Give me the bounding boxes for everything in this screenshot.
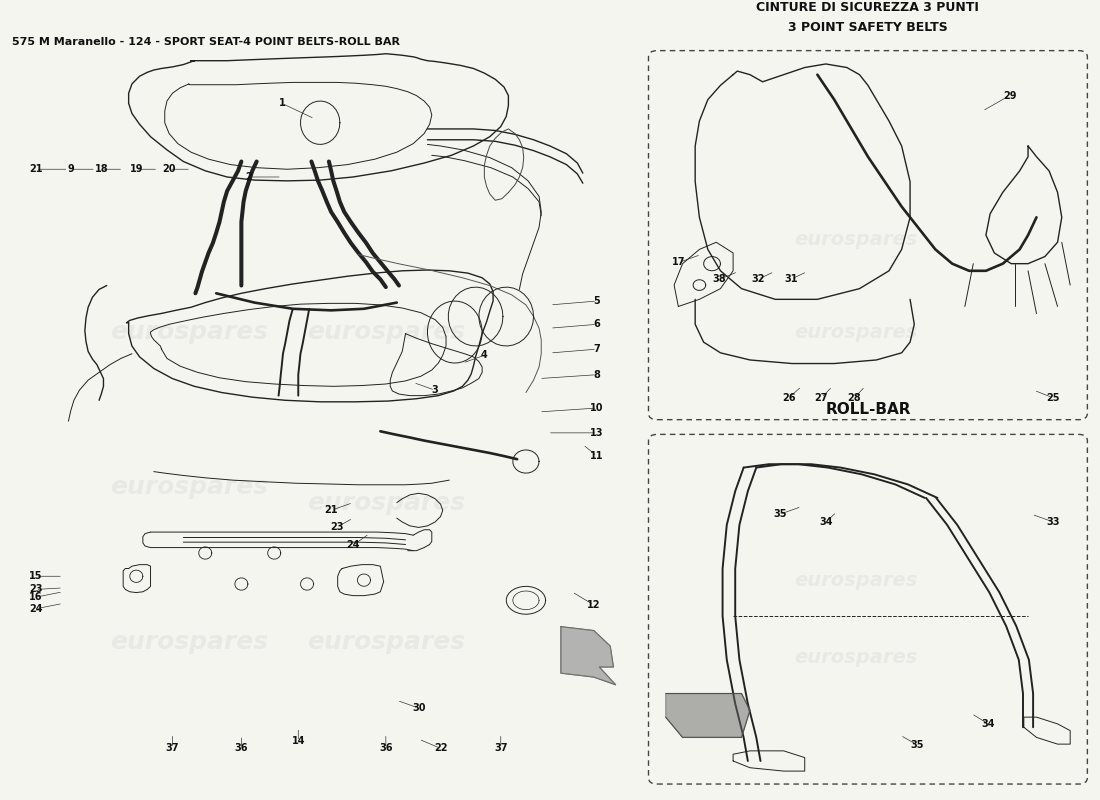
- Text: 38: 38: [713, 274, 726, 284]
- Text: 25: 25: [1047, 393, 1060, 403]
- Text: 36: 36: [234, 743, 249, 754]
- Text: 30: 30: [411, 703, 426, 713]
- Text: 3 POINT SAFETY BELTS: 3 POINT SAFETY BELTS: [788, 21, 948, 34]
- Text: 6: 6: [594, 319, 601, 330]
- Text: 16: 16: [29, 592, 43, 602]
- Text: 7: 7: [594, 344, 601, 354]
- Text: 29: 29: [1003, 90, 1016, 101]
- Text: CINTURE DI SICUREZZA 3 PUNTI: CINTURE DI SICUREZZA 3 PUNTI: [757, 1, 979, 14]
- Text: 3: 3: [431, 385, 439, 395]
- Text: eurospares: eurospares: [110, 630, 268, 654]
- Text: 35: 35: [773, 510, 786, 519]
- Text: eurospares: eurospares: [795, 230, 918, 249]
- Text: 5: 5: [594, 296, 601, 306]
- Text: 34: 34: [820, 517, 833, 527]
- Text: 4: 4: [481, 350, 487, 360]
- Polygon shape: [561, 626, 616, 685]
- Text: 12: 12: [587, 600, 601, 610]
- Text: 11: 11: [591, 451, 604, 461]
- Text: eurospares: eurospares: [795, 570, 918, 590]
- Text: 27: 27: [815, 393, 828, 403]
- Text: 37: 37: [494, 743, 507, 754]
- Text: 32: 32: [751, 274, 764, 284]
- Text: 23: 23: [29, 585, 43, 594]
- Text: 10: 10: [591, 403, 604, 413]
- Text: 19: 19: [130, 164, 143, 174]
- Text: eurospares: eurospares: [110, 475, 268, 499]
- Text: 21: 21: [324, 506, 338, 515]
- Text: 23: 23: [330, 522, 343, 533]
- Text: eurospares: eurospares: [307, 320, 465, 344]
- Text: 26: 26: [782, 393, 795, 403]
- Text: 9: 9: [67, 164, 74, 174]
- Text: 18: 18: [95, 164, 108, 174]
- Text: eurospares: eurospares: [110, 320, 268, 344]
- Text: 14: 14: [292, 737, 305, 746]
- Text: 13: 13: [591, 428, 604, 438]
- Text: 33: 33: [1047, 517, 1060, 527]
- Text: ROLL-BAR: ROLL-BAR: [825, 402, 911, 418]
- Text: 37: 37: [166, 743, 179, 754]
- Text: eurospares: eurospares: [307, 630, 465, 654]
- Text: 1: 1: [278, 98, 285, 108]
- Text: 28: 28: [847, 393, 861, 403]
- Text: 35: 35: [910, 739, 923, 750]
- Text: 15: 15: [29, 571, 43, 582]
- Text: 17: 17: [672, 258, 686, 267]
- Text: 24: 24: [346, 540, 360, 550]
- Text: 8: 8: [594, 370, 601, 380]
- Text: 21: 21: [29, 164, 43, 174]
- Text: 22: 22: [433, 743, 448, 754]
- Text: 2: 2: [245, 172, 252, 182]
- Text: 36: 36: [379, 743, 393, 754]
- Text: eurospares: eurospares: [795, 322, 918, 342]
- Text: 24: 24: [29, 604, 43, 614]
- Text: 20: 20: [163, 164, 176, 174]
- Text: 34: 34: [981, 718, 994, 729]
- Text: 575 M Maranello - 124 - SPORT SEAT-4 POINT BELTS-ROLL BAR: 575 M Maranello - 124 - SPORT SEAT-4 POI…: [11, 38, 399, 47]
- Text: eurospares: eurospares: [795, 648, 918, 667]
- Polygon shape: [666, 694, 750, 738]
- Text: 31: 31: [784, 274, 798, 284]
- Text: eurospares: eurospares: [307, 490, 465, 514]
